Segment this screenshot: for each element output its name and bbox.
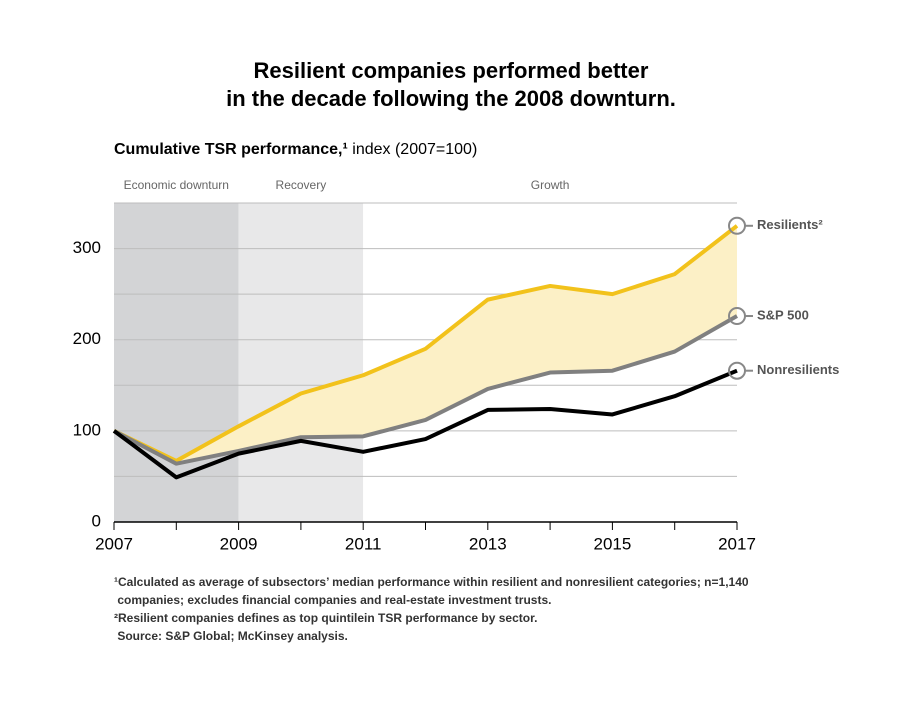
x-tick-label: 2009 [220,534,258,553]
footnote: Source: S&P Global; McKinsey analysis. [114,629,348,643]
x-tick-label: 2011 [345,534,382,553]
chart-title: in the decade following the 2008 downtur… [226,86,676,111]
x-tick-label: 2017 [718,534,756,553]
chart-title: Resilient companies performed better [254,58,649,83]
footnote: ¹Calculated as average of subsectors’ me… [114,575,749,589]
legend-label: Resilients² [757,217,823,232]
gap-band [114,225,737,464]
legend-label: Nonresilients [757,362,839,377]
footnote: ²Resilient companies defines as top quin… [114,611,537,625]
chart-subtitle: Cumulative TSR performance,¹ index (2007… [114,141,477,158]
phase-label: Recovery [276,178,327,192]
y-tick-label: 200 [73,329,101,348]
x-tick-label: 2007 [95,534,133,553]
y-tick-label: 100 [73,420,101,439]
x-tick-label: 2015 [593,534,631,553]
subtitle-rest: index (2007=100) [352,141,477,158]
y-tick-label: 300 [73,238,101,257]
subtitle-bold: Cumulative TSR performance,¹ [114,141,348,158]
phase-label: Economic downturn [124,178,229,192]
footnote: companies; excludes financial companies … [114,593,551,607]
phase-band [238,203,364,522]
y-tick-label: 0 [92,511,101,530]
series-line [113,314,738,466]
x-tick-label: 2013 [469,534,507,553]
legend-label: S&P 500 [757,307,809,322]
series-line [112,368,738,480]
phase-band [114,203,239,522]
phase-label: Growth [531,178,570,192]
series-line [113,224,739,463]
